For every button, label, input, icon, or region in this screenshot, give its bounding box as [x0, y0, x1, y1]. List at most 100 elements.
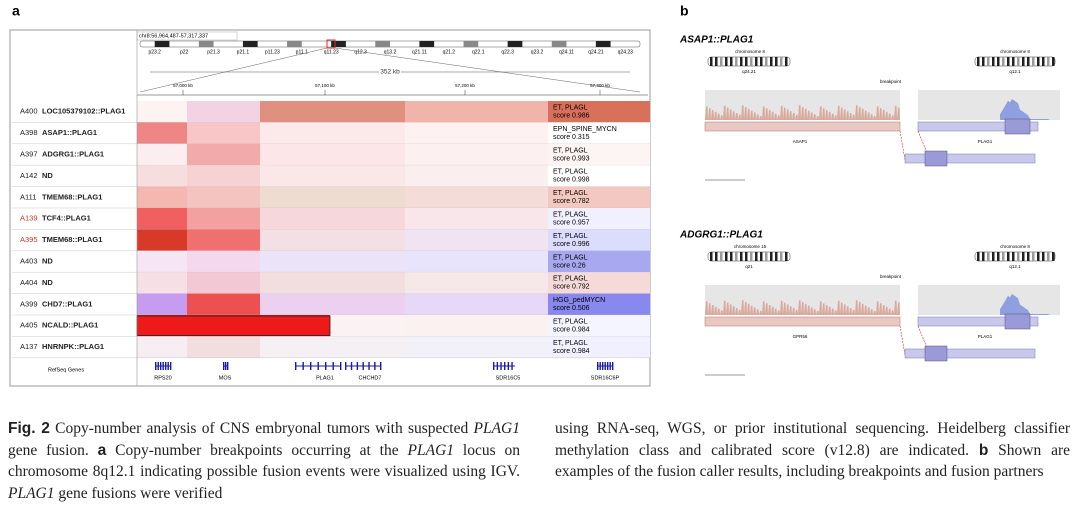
cnv-segment — [260, 250, 405, 273]
cnv-segment — [187, 186, 260, 208]
ideogram-band — [997, 57, 1000, 66]
coverage-bg — [918, 90, 1060, 120]
cnv-segment — [187, 336, 260, 358]
score: score 0.957 — [553, 220, 590, 227]
cnv-segment — [137, 101, 187, 123]
sample-id: A399 — [20, 299, 38, 308]
ideogram-band — [595, 41, 611, 47]
ideogram-band — [725, 252, 728, 261]
ideogram-band — [1052, 57, 1055, 66]
ideogram-band — [1027, 57, 1030, 66]
gene-label: SDR16C5 — [496, 375, 521, 381]
caption-left: Fig. 2 Copy-number analysis of CNS embry… — [8, 418, 520, 504]
score: score 0.996 — [553, 241, 590, 248]
score: score 0.26 — [553, 262, 586, 269]
band-label: q22.1 — [472, 49, 485, 55]
band-label: q21.11 — [412, 49, 427, 55]
cnv-segment — [137, 336, 187, 358]
gene-exon — [511, 362, 513, 370]
cnv-segment — [260, 101, 405, 123]
gene-exon — [162, 362, 164, 370]
ideogram-band — [785, 57, 788, 66]
position-label: 57,300 kb — [590, 83, 610, 88]
ideogram-band — [1047, 57, 1050, 66]
gene-label: PLAG1 — [316, 375, 334, 381]
score-cell — [548, 229, 650, 251]
score: score 0.792 — [553, 284, 590, 291]
caption-run: Copy-number breakpoints occurring at the — [106, 441, 408, 459]
gene-exon — [350, 362, 353, 370]
cnv-segment — [137, 122, 187, 144]
ideogram-band — [1022, 57, 1025, 66]
fusion-dash — [917, 130, 931, 161]
ideogram-band — [785, 252, 788, 261]
methylation-class: EPN_SPINE_MYCN — [553, 126, 617, 133]
ideogram-band — [780, 57, 783, 66]
sample-id: A398 — [20, 128, 38, 137]
band-label: q24.21 — [588, 49, 604, 55]
ideogram — [974, 56, 1056, 67]
gene-exon — [310, 362, 312, 370]
band-label: q12.1 — [1009, 69, 1021, 74]
sample-id: A395 — [20, 235, 38, 244]
fusion-label: LOC105379102::PLAG1 — [42, 107, 125, 116]
sample-id: A111 — [20, 192, 36, 201]
ideogram-band — [775, 57, 778, 66]
ideogram-band — [1047, 252, 1050, 261]
cnv-segment — [137, 143, 187, 166]
ideogram-band — [710, 57, 713, 66]
fusion-dash — [899, 325, 906, 356]
caption-run: Fig. 2 — [8, 420, 50, 437]
score-cell — [548, 186, 650, 208]
ideogram-band — [987, 57, 990, 66]
cnv-segment — [137, 208, 187, 230]
caption-run: PLAG1 — [8, 484, 55, 502]
gene-exon — [602, 362, 604, 370]
gene-exon — [374, 362, 376, 370]
fusion-label: TCF4::PLAG1 — [42, 214, 91, 223]
cnv-segment — [187, 165, 260, 187]
zoom-line — [334, 47, 641, 93]
band-label: q21.2 — [443, 49, 456, 55]
fusion-label: NCALD::PLAG1 — [42, 321, 98, 330]
cnv-segment — [187, 143, 260, 166]
ideogram-band — [1027, 252, 1030, 261]
methylation-class: ET, PLAGL — [553, 169, 588, 176]
gene-name: PLAG1 — [978, 139, 993, 144]
figure: a chr8:56,964,487-57,317,337 p23.2 p22 p21.3… — [9, 3, 1060, 387]
band-label: q22.3 — [501, 49, 514, 55]
ideogram-band — [765, 57, 768, 66]
fusion-exon — [924, 150, 948, 167]
fusion-gene — [904, 348, 1036, 359]
caption-run: Shown are examples of the fusion caller … — [555, 441, 1070, 481]
score: score 0.984 — [553, 327, 590, 334]
cnv-segment — [405, 336, 548, 358]
band-label: q23.2 — [531, 49, 544, 55]
cnv-segment — [405, 293, 548, 315]
fusion-label: HNRNPK::PLAG1 — [42, 342, 104, 351]
ideogram-band — [1012, 57, 1015, 66]
position-label: 57,000 kb — [173, 83, 193, 88]
ideogram-band — [997, 252, 1000, 261]
cnv-segment — [405, 229, 548, 251]
score: score 0.986 — [553, 113, 590, 120]
methylation-class: ET, PLAGL — [553, 233, 588, 240]
fusion-label: TMEM68::PLAG1 — [42, 192, 102, 201]
sample-id: A405 — [20, 321, 38, 330]
sample-id: A137 — [20, 342, 38, 351]
fusion-title: ASAP1::PLAG1 — [679, 35, 754, 46]
ideogram-band — [745, 57, 748, 66]
methylation-class: ET, PLAGL — [553, 105, 588, 112]
ideogram-band — [760, 252, 763, 261]
band-label: q24.21 — [742, 69, 756, 74]
score-cell — [548, 101, 650, 123]
ideogram-band — [507, 41, 523, 47]
coverage-bg — [918, 285, 1060, 315]
ideogram-band — [725, 57, 728, 66]
cnv-segment — [260, 143, 405, 166]
sample-id: A142 — [20, 171, 38, 180]
cnv-segment — [187, 229, 260, 251]
band-label: p22 — [180, 49, 189, 55]
ideogram-band — [735, 57, 738, 66]
fusion-dash — [917, 325, 931, 356]
